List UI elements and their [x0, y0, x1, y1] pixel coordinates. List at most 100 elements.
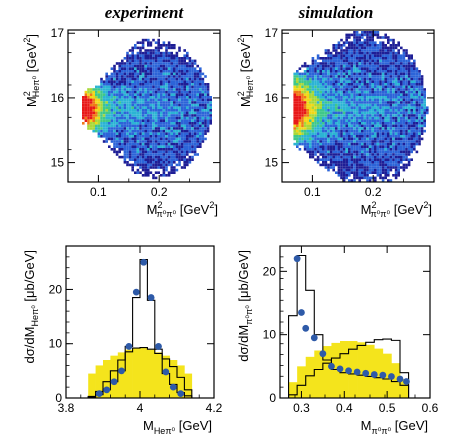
heatmap-cell	[407, 116, 411, 120]
heatmap-cell	[366, 114, 369, 117]
heatmap-cell	[118, 98, 121, 102]
heatmap-cell	[358, 77, 361, 81]
heatmap-cell	[368, 70, 372, 73]
heatmap-cell	[84, 93, 88, 96]
heatmap-cell	[144, 148, 147, 151]
heatmap-cell	[340, 51, 343, 55]
y-tick-label: 10	[49, 337, 63, 351]
heatmap-cell	[379, 150, 382, 154]
heatmap-cell	[342, 93, 346, 96]
heatmap-cell	[170, 62, 173, 65]
heatmap-cell	[108, 114, 111, 117]
heatmap-cell	[126, 106, 129, 109]
heatmap-cell	[162, 51, 166, 55]
heatmap-cell	[363, 98, 367, 102]
heatmap-cell	[394, 148, 398, 151]
heatmap-cell	[368, 140, 372, 143]
heatmap-cell	[368, 62, 372, 65]
heatmap-cell	[324, 83, 328, 86]
heatmap-cell	[162, 148, 166, 151]
heatmap-cell	[355, 132, 359, 135]
heatmap-cell	[387, 140, 390, 143]
heatmap-cell	[384, 85, 387, 89]
heatmap-cell	[144, 96, 147, 99]
heatmap-cell	[144, 106, 147, 109]
heatmap-cell	[178, 75, 181, 78]
heatmap-cell	[199, 137, 202, 141]
heatmap-cell	[405, 75, 408, 78]
heatmap-cell	[141, 145, 145, 148]
heatmap-cell	[188, 132, 192, 135]
heatmap-cell	[392, 150, 395, 154]
heatmap-cell	[379, 80, 382, 83]
heatmap-cell	[126, 59, 129, 63]
heatmap-cell	[389, 90, 393, 94]
heatmap-cell	[149, 101, 153, 104]
heatmap-cell	[392, 90, 395, 94]
heatmap-cell	[366, 179, 369, 182]
heatmap-cell	[363, 135, 367, 138]
heatmap-cell	[167, 41, 171, 44]
heatmap-cell	[167, 57, 171, 60]
heatmap-cell	[394, 93, 398, 96]
heatmap-cell	[366, 168, 369, 172]
heatmap-cell	[322, 145, 325, 148]
heatmap-cell	[97, 101, 101, 104]
heatmap-cell	[327, 114, 330, 117]
heatmap-cell	[405, 140, 408, 143]
heatmap-cell	[392, 137, 395, 141]
heatmap-cell	[340, 70, 343, 73]
heatmap-cell	[178, 88, 181, 91]
heatmap-cell	[381, 168, 385, 172]
heatmap-cell	[303, 106, 307, 109]
heatmap-cell	[141, 93, 145, 96]
heatmap-cell	[160, 129, 163, 133]
heatmap-cell	[113, 80, 116, 83]
heatmap-cell	[303, 132, 307, 135]
heatmap-cell	[188, 106, 192, 109]
heatmap-cell	[100, 101, 103, 104]
heatmap-cell	[175, 135, 179, 138]
heatmap-cell	[306, 67, 309, 70]
heatmap-cell	[160, 85, 163, 89]
heatmap-cell	[394, 46, 398, 50]
heatmap-cell	[105, 72, 108, 76]
heatmap-cell	[126, 75, 129, 78]
heatmap-cell	[381, 140, 385, 143]
heatmap-cell	[191, 145, 194, 148]
heatmap-cell	[167, 67, 171, 70]
heatmap-cell	[353, 75, 356, 78]
heatmap-cell	[128, 90, 132, 94]
heatmap-cell	[400, 59, 403, 63]
heatmap-cell	[407, 83, 411, 86]
heatmap-cell	[173, 155, 176, 159]
heatmap-cell	[374, 168, 377, 172]
heatmap-cell	[332, 150, 335, 154]
heatmap-cell	[167, 72, 171, 76]
heatmap-cell	[361, 142, 364, 146]
heatmap-cell	[167, 129, 171, 133]
heatmap-cell	[402, 57, 406, 60]
heatmap-cell	[162, 72, 166, 76]
heatmap-cell	[353, 49, 356, 52]
heatmap-cell	[379, 62, 382, 65]
heatmap-cell	[400, 161, 403, 164]
heatmap-cell	[128, 122, 132, 125]
heatmap-cell	[384, 51, 387, 55]
heatmap-cell	[335, 155, 338, 159]
heatmap-cell	[136, 122, 140, 125]
heatmap-cell	[201, 88, 205, 91]
heatmap-cell	[115, 119, 119, 122]
heatmap-cell	[293, 101, 296, 104]
heatmap-cell	[348, 49, 351, 52]
heatmap-cell	[102, 116, 106, 120]
heatmap-cell	[418, 142, 421, 146]
heatmap-cell	[131, 93, 134, 96]
heatmap-cell	[350, 135, 354, 138]
heatmap-cell	[136, 106, 140, 109]
heatmap-cell	[186, 135, 189, 138]
heatmap-cell	[350, 148, 354, 151]
heatmap-cell	[340, 106, 343, 109]
heatmap-cell	[95, 129, 98, 133]
heatmap-cell	[183, 150, 186, 154]
